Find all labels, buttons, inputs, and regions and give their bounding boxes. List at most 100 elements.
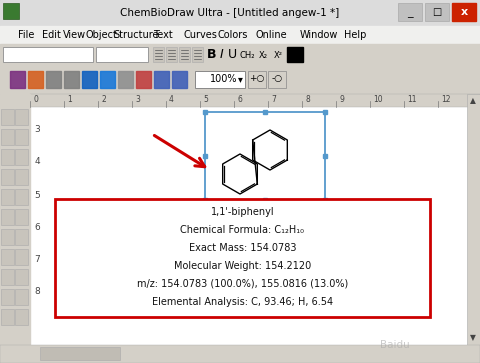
Text: Chemical Formula: C₁₂H₁₀: Chemical Formula: C₁₂H₁₀ (180, 225, 304, 235)
Bar (1, 289, 14, 305)
Text: U: U (228, 49, 237, 61)
Text: -○: -○ (271, 74, 283, 83)
Text: 4: 4 (34, 156, 40, 166)
Bar (1, 149, 14, 165)
Text: m/z: 154.0783 (100.0%), 155.0816 (13.0%): m/z: 154.0783 (100.0%), 155.0816 (13.0%) (137, 279, 348, 289)
Text: Baidu: Baidu (380, 340, 410, 350)
Bar (15, 229, 28, 245)
Bar (195, 71, 245, 88)
Bar (153, 47, 164, 62)
Text: 8: 8 (305, 95, 310, 105)
Text: 5: 5 (203, 95, 208, 105)
Bar (0, 0, 480, 26)
Bar (10, 71, 25, 88)
Bar (0, 345, 480, 363)
Text: 7: 7 (271, 95, 276, 105)
Bar (30, 94, 480, 107)
Text: Exact Mass: 154.0783: Exact Mass: 154.0783 (189, 243, 296, 253)
Text: 12: 12 (441, 95, 451, 105)
Bar (15, 149, 28, 165)
Text: Edit: Edit (42, 30, 61, 40)
Text: 1,1'-biphenyl: 1,1'-biphenyl (211, 207, 274, 217)
Text: 5: 5 (34, 191, 40, 200)
Text: 7: 7 (34, 254, 40, 264)
Bar (0, 66, 480, 94)
Bar (1, 189, 14, 205)
Bar (3, 3, 19, 19)
Text: I: I (220, 49, 224, 61)
Text: _: _ (407, 8, 413, 18)
Text: Elemental Analysis: C, 93.46; H, 6.54: Elemental Analysis: C, 93.46; H, 6.54 (152, 297, 333, 307)
Text: Molecular Weight: 154.2120: Molecular Weight: 154.2120 (174, 261, 311, 271)
Bar (1, 309, 14, 325)
Text: 6: 6 (237, 95, 242, 105)
Bar (452, 3, 476, 21)
Bar (205, 112, 325, 200)
Bar (15, 209, 28, 225)
Bar (15, 189, 28, 205)
Bar (15, 269, 28, 285)
Text: CH₂: CH₂ (239, 50, 255, 60)
Bar (28, 71, 43, 88)
Text: 8: 8 (34, 286, 40, 295)
Bar (55, 199, 430, 317)
Bar (1, 249, 14, 265)
Bar (1, 229, 14, 245)
Bar (154, 71, 169, 88)
Bar (30, 107, 467, 345)
Bar (192, 47, 203, 62)
Text: ▼: ▼ (470, 334, 476, 343)
Text: ChemBioDraw Ultra - [Untitled angew-1 *]: ChemBioDraw Ultra - [Untitled angew-1 *] (120, 8, 340, 18)
Text: B: B (207, 49, 217, 61)
Bar (15, 309, 28, 325)
Text: ▾: ▾ (238, 74, 242, 84)
Text: Online: Online (256, 30, 288, 40)
Bar (15, 109, 28, 125)
Bar (15, 129, 28, 145)
Text: 4: 4 (169, 95, 174, 105)
Bar (40, 347, 120, 360)
Bar (82, 71, 97, 88)
Text: 10: 10 (373, 95, 383, 105)
Text: □: □ (432, 7, 442, 17)
Bar (166, 47, 177, 62)
Bar (15, 169, 28, 185)
Bar (100, 71, 115, 88)
Text: X²: X² (274, 50, 283, 60)
Bar (118, 71, 133, 88)
Bar (0, 44, 480, 66)
Bar (136, 71, 151, 88)
Bar (46, 71, 61, 88)
Text: 0: 0 (33, 95, 38, 105)
Bar (172, 71, 187, 88)
Bar (287, 47, 303, 62)
Text: 6: 6 (34, 223, 40, 232)
Text: 9: 9 (339, 95, 344, 105)
Text: 11: 11 (407, 95, 417, 105)
Bar (467, 94, 480, 345)
Bar (1, 169, 14, 185)
Text: +○: +○ (249, 74, 264, 83)
Text: Structure: Structure (113, 30, 158, 40)
Bar (0, 26, 480, 44)
Text: Help: Help (344, 30, 366, 40)
Bar (15, 289, 28, 305)
Text: X₂: X₂ (259, 50, 267, 60)
Bar (398, 3, 422, 21)
Bar (248, 71, 266, 88)
Text: Object: Object (86, 30, 118, 40)
Text: x: x (460, 7, 468, 17)
Bar (96, 47, 148, 62)
Bar (1, 109, 14, 125)
Bar (1, 129, 14, 145)
Text: File: File (18, 30, 35, 40)
Text: Window: Window (300, 30, 338, 40)
Text: View: View (63, 30, 86, 40)
Bar (1, 269, 14, 285)
Bar (1, 209, 14, 225)
Text: 2: 2 (101, 95, 106, 105)
Text: 3: 3 (135, 95, 140, 105)
Bar (64, 71, 79, 88)
Bar (0, 94, 30, 363)
Text: Text: Text (153, 30, 173, 40)
